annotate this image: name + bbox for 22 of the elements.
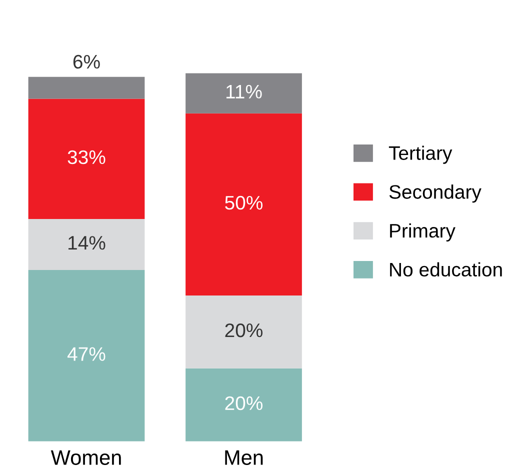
data-label: 50% <box>225 196 263 210</box>
x-tick-label: Men <box>225 450 263 465</box>
data-label: 20% <box>225 323 263 338</box>
legend-label: No education <box>390 262 502 277</box>
data-label: 47% <box>67 347 106 361</box>
bar <box>186 296 302 368</box>
data-label: 6% <box>73 54 100 69</box>
legend-label: Primary <box>390 223 456 242</box>
legend-label: Secondary <box>389 184 482 203</box>
data-label: 20% <box>225 396 263 410</box>
bar <box>186 368 302 442</box>
legend-label: Tertiary <box>388 146 452 164</box>
bar <box>28 219 145 270</box>
data-label: 11% <box>226 84 262 98</box>
data-label: 14% <box>68 236 106 250</box>
x-tick-label: Women <box>50 450 121 465</box>
bar <box>28 270 145 442</box>
bar <box>186 113 302 296</box>
bar <box>28 76 145 99</box>
bar <box>186 73 302 114</box>
bar <box>28 98 145 220</box>
data-label: 33% <box>68 150 106 164</box>
